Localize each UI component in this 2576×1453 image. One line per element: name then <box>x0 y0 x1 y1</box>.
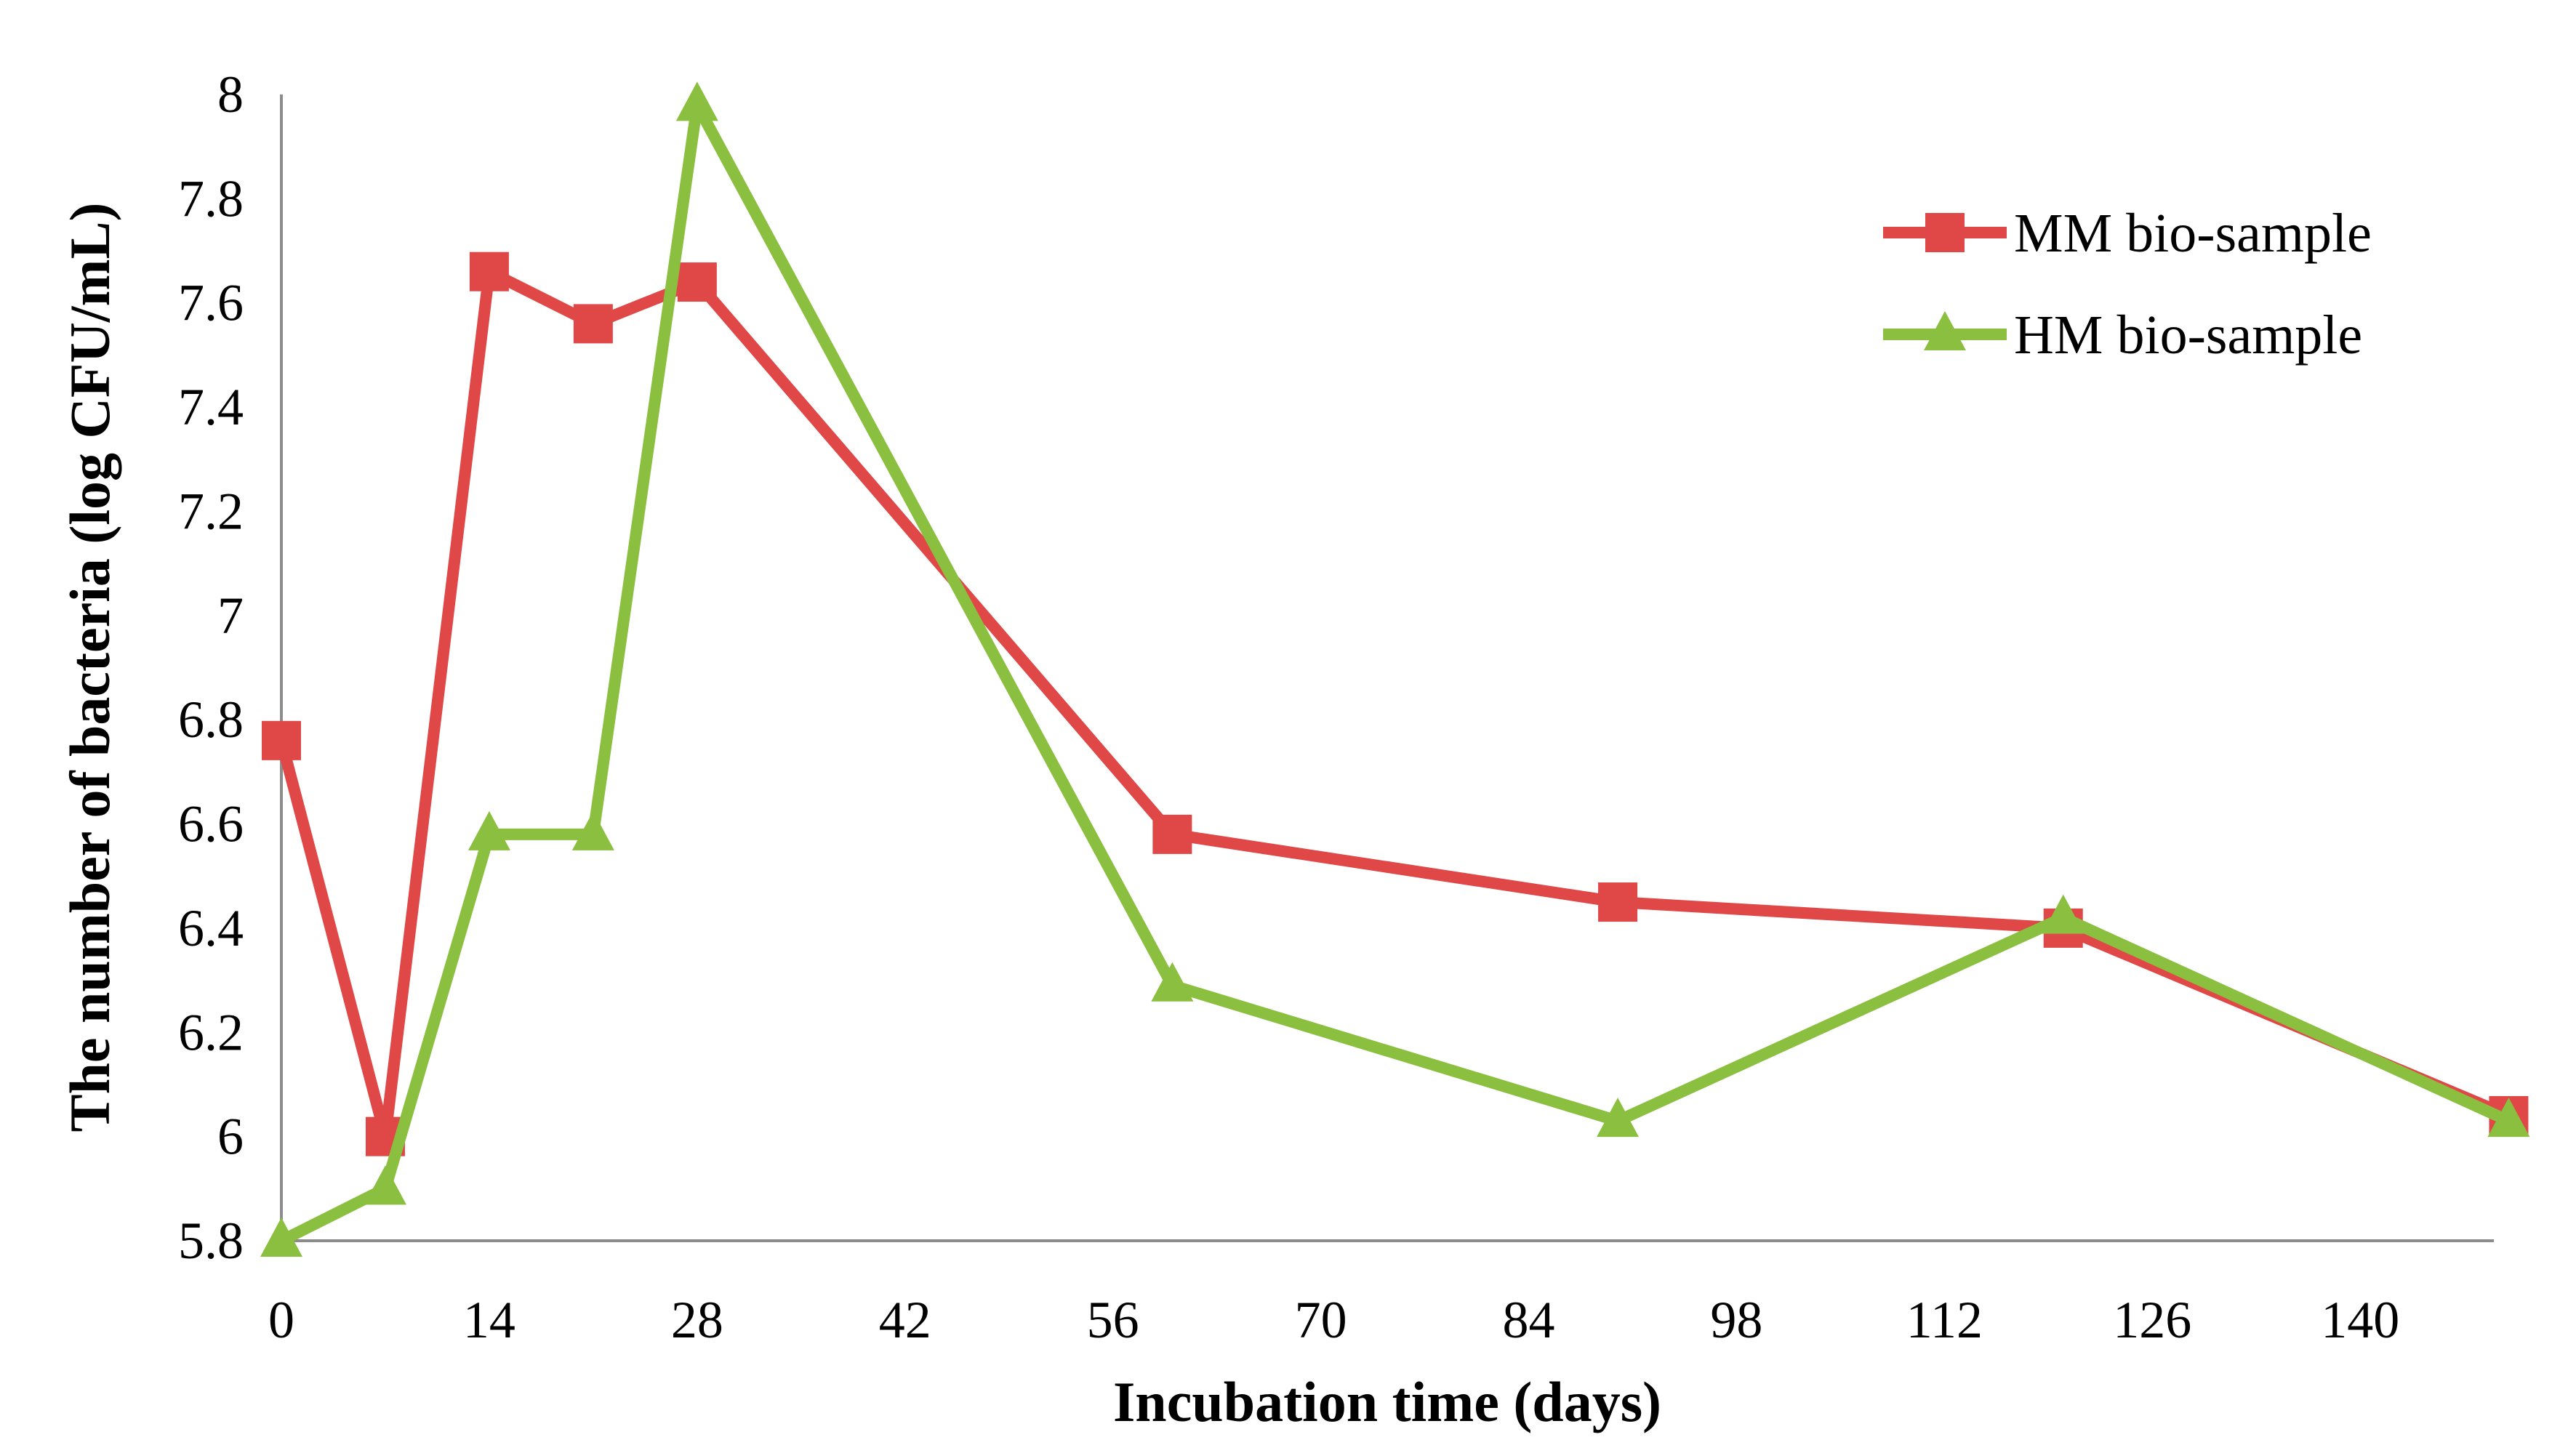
data-point <box>1151 962 1194 1002</box>
y-tick-label: 7.8 <box>178 169 244 228</box>
x-tick-label: 140 <box>2321 1291 2399 1349</box>
data-point <box>571 810 614 850</box>
legend-marker <box>1924 311 1966 350</box>
y-tick-label: 7.4 <box>178 378 244 436</box>
data-point <box>1598 882 1638 922</box>
x-tick-label: 112 <box>1906 1291 1983 1349</box>
x-tick-label: 0 <box>268 1291 294 1349</box>
data-point <box>677 262 717 302</box>
x-tick-label: 42 <box>879 1291 931 1349</box>
series-mm <box>262 251 2529 1156</box>
y-tick-label: 6 <box>217 1108 244 1166</box>
legend-item: HM bio-sample <box>1883 305 2362 366</box>
data-point <box>2487 1098 2530 1138</box>
plot-area <box>260 81 2530 1257</box>
y-tick-label: 5.8 <box>178 1212 244 1270</box>
x-tick-label: 126 <box>2113 1291 2191 1349</box>
data-point <box>364 1165 406 1205</box>
x-tick-label: 14 <box>463 1291 515 1349</box>
data-point <box>675 81 718 121</box>
x-tick-label: 70 <box>1295 1291 1347 1349</box>
data-point <box>1152 814 1192 854</box>
series-hm <box>260 81 2530 1257</box>
chart-axes <box>280 94 2494 1242</box>
y-tick-label: 6.4 <box>178 899 244 957</box>
y-tick-label: 7.6 <box>178 274 244 332</box>
x-axis-title: Incubation time (days) <box>1113 1370 1661 1433</box>
x-tick-labels: 0 14 28 42 56 70 84 98 112 126 140 <box>268 1291 2399 1349</box>
legend-item: MM bio-sample <box>1883 203 2372 264</box>
series-line <box>276 99 2515 1247</box>
data-point <box>262 720 301 760</box>
y-tick-labels: 5.8 6 6.2 6.4 6.6 6.8 7 7.2 7.4 7.6 7.8 8 <box>178 65 244 1270</box>
data-point <box>1597 1098 1640 1138</box>
y-tick-label: 7.2 <box>178 482 244 540</box>
y-tick-label: 6.2 <box>178 1003 244 1061</box>
data-point <box>469 251 509 291</box>
y-axis-title: The number of bacteria (log CFU/mL) <box>58 203 121 1132</box>
x-tick-label: 28 <box>671 1291 723 1349</box>
data-point <box>2042 894 2085 934</box>
data-point <box>260 1217 302 1257</box>
y-tick-label: 6.6 <box>178 795 244 853</box>
y-tick-label: 7 <box>217 587 244 645</box>
legend-label: HM bio-sample <box>2014 305 2362 366</box>
x-tick-label: 84 <box>1503 1291 1555 1349</box>
legend-marker <box>1925 213 1965 252</box>
x-tick-label: 98 <box>1710 1291 1762 1349</box>
y-tick-label: 6.8 <box>178 691 244 749</box>
y-tick-label: 8 <box>217 65 244 124</box>
legend: MM bio-sample HM bio-sample <box>1883 203 2372 366</box>
legend-label: MM bio-sample <box>2014 203 2372 264</box>
x-tick-label: 56 <box>1087 1291 1139 1349</box>
data-point <box>468 810 510 850</box>
data-point <box>573 304 613 344</box>
